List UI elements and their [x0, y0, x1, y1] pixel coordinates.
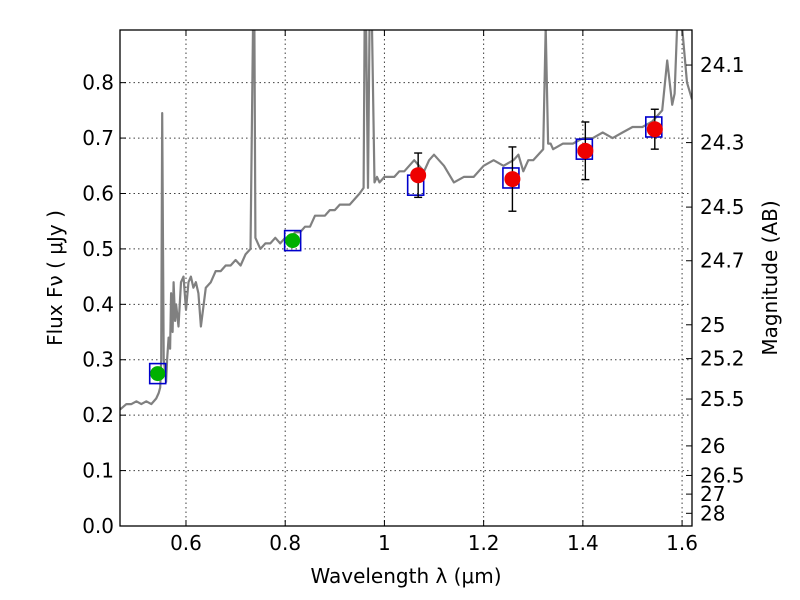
plot-frame: [119, 29, 693, 527]
magnitude-tick-label: 26: [700, 434, 725, 458]
x-tick-label: 1.2: [468, 531, 500, 555]
y2-axis-label: Magnitude (AB): [758, 200, 782, 355]
magnitude-tick-label: 25: [700, 313, 725, 337]
x-tick-label: 0.6: [170, 531, 202, 555]
green-data-point: [150, 366, 166, 382]
grid-lines: [120, 30, 692, 527]
red-data-point: [504, 171, 521, 188]
axis-ticks: 0.6 0.8 1 1.2 1.4 1.6 0.0 0.1 0.2 0.3 0.4 0.5 0.6 0.7…: [82, 30, 745, 555]
y-tick-label: 0.7: [82, 126, 114, 150]
green-data-point: [285, 233, 301, 249]
spectrum-line: [120, 30, 692, 411]
y-tick-label: 0.8: [82, 71, 114, 95]
magnitude-tick-label: 24.1: [700, 53, 745, 77]
x-axis-label: Wavelength λ (μm): [310, 564, 501, 588]
plot-data: [120, 30, 692, 411]
y-tick-label: 0.3: [82, 348, 114, 372]
model-box-marker: [283, 229, 302, 252]
magnitude-tick-label: 24.5: [700, 195, 745, 219]
y-tick-label: 0.2: [82, 403, 114, 427]
red-data-point: [577, 142, 594, 159]
x-tick-label: 1.6: [666, 531, 698, 555]
y-tick-label: 0.6: [82, 181, 114, 205]
y-tick-label: 0.0: [82, 514, 114, 538]
y-tick-label: 0.1: [82, 459, 114, 483]
magnitude-tick-label: 25.5: [700, 387, 745, 411]
y-axis-label: Flux Fν ( μJy ): [43, 210, 67, 346]
x-tick-label: 0.8: [269, 531, 301, 555]
magnitude-tick-label: 28: [700, 501, 725, 525]
magnitude-tick-label: 24.3: [700, 131, 745, 155]
x-tick-label: 1: [378, 531, 391, 555]
magnitude-tick-label: 24.7: [700, 249, 745, 273]
y-tick-label: 0.5: [82, 237, 114, 261]
magnitude-tick-label: 25.2: [700, 347, 745, 371]
red-data-point: [410, 167, 427, 184]
x-tick-label: 1.4: [567, 531, 599, 555]
y-tick-label: 0.4: [82, 292, 114, 316]
red-data-point: [646, 121, 663, 138]
magnitude-tick-label: 27: [700, 482, 725, 506]
model-box-marker: [148, 362, 167, 385]
magnitude-tick-label: 26.5: [700, 463, 745, 487]
